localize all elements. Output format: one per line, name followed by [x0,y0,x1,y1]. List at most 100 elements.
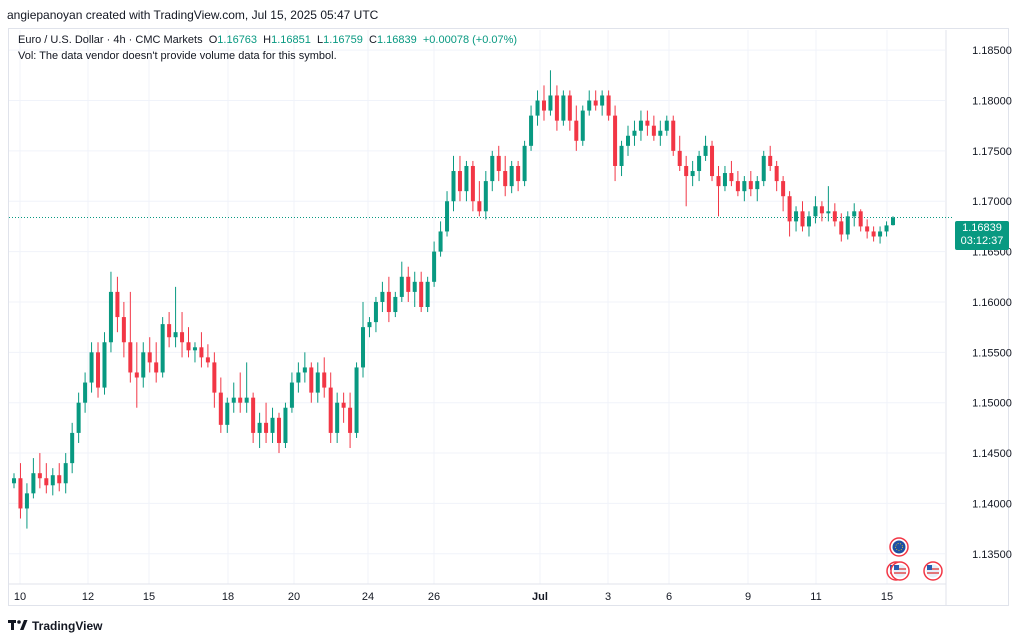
candle-body [328,387,333,433]
low-value: 1.16759 [323,34,363,46]
candle-body [878,231,883,237]
candle-body [626,135,631,146]
candle-body [483,181,488,212]
candle-body [283,407,288,443]
volume-note: Vol: The data vendor doesn't provide vol… [18,50,337,62]
candle-body [613,115,618,166]
candle-body [225,402,230,425]
candle-body [438,231,443,252]
high-label: H [263,34,272,46]
candle-body [147,352,152,363]
candle-body [477,201,482,212]
x-tick-label: 20 [288,591,300,603]
candle-body [729,173,734,182]
x-tick-label: 12 [82,591,94,603]
candle-body [600,95,605,106]
x-tick-label: Jul [532,591,548,603]
candle-body [806,216,811,227]
candle-body [128,342,133,373]
symbol-description: Euro / U.S. Dollar · 4h · CMC Markets [18,34,203,46]
candle-body [31,473,36,494]
candle-body [710,145,715,177]
candle-body [451,171,456,202]
x-tick-label: 15 [143,591,155,603]
candle-body [496,155,501,172]
candle-body [606,95,611,116]
candle-body [335,402,340,433]
candle-body [406,276,411,292]
candle-body [567,95,572,121]
candle-body [89,352,94,383]
x-tick-label: 9 [745,591,751,603]
candle-body [322,372,327,388]
candle-body [865,226,870,232]
candle-body [361,327,366,368]
x-tick-label: 3 [605,591,611,603]
y-tick-label: 1.17000 [972,196,1012,208]
tradingview-logo-icon [8,620,28,630]
candle-body [341,402,346,408]
candle-body [632,130,637,136]
candle-body [794,211,799,222]
candle-body [858,211,863,227]
close-label: C [369,34,377,46]
candle-body [839,221,844,235]
candle-body [638,120,643,131]
bar-countdown: 03:12:37 [960,235,1004,247]
candle-body [554,95,559,121]
x-tick-label: 6 [666,591,672,603]
candle-body [890,217,896,226]
candle-body [548,95,553,111]
candle-body [774,165,779,182]
candle-body [580,110,585,141]
candle-body [697,155,702,172]
candle-body [529,115,534,146]
candle-body [593,100,598,106]
candle-body [302,367,307,373]
candle-body [490,155,495,182]
us-event-flag-icon-canton [894,565,899,570]
candle-body [819,206,824,214]
candle-body [703,145,708,156]
candle-body [412,281,417,292]
last-price: 1.16839 [962,222,1002,234]
change-value: +0.00078 (+0.07%) [422,34,518,46]
candle-body [186,342,191,351]
chart-frame[interactable] [8,28,1009,606]
candle-body [516,165,521,182]
candle-body [755,181,760,190]
candle-body [690,171,695,177]
candle-body [173,332,178,338]
candle-body [735,181,740,192]
candle-body [24,493,29,509]
candle-body [212,362,217,393]
tradingview-brand: TradingView [32,619,103,633]
candle-body [664,120,669,131]
ohlc-legend: Euro / U.S. Dollar · 4h · CMC Markets O1… [18,34,517,46]
candle-body [503,171,508,187]
candle-body [419,281,424,307]
close-value: 1.16839 [376,34,417,46]
candle-body [832,211,837,222]
candle-body [677,150,682,166]
x-tick-label: 26 [428,591,440,603]
candle-body [367,322,372,328]
candle-body [509,165,514,187]
x-tick-label: 10 [14,591,26,603]
candle-body [192,347,197,351]
candle-body [102,342,107,388]
tradingview-footer[interactable]: TradingView [8,619,102,633]
x-tick-label: 11 [810,591,821,603]
candle-body [50,475,55,486]
candle-body [768,155,773,166]
x-tick-label: 15 [881,591,893,603]
candle-body [845,216,850,235]
candle-body [238,397,243,403]
candle-body [309,367,314,393]
candle-body [541,100,546,111]
candle-body [70,432,75,464]
candle-body [457,171,462,192]
candle-body [154,362,159,373]
candle-body [296,372,301,383]
